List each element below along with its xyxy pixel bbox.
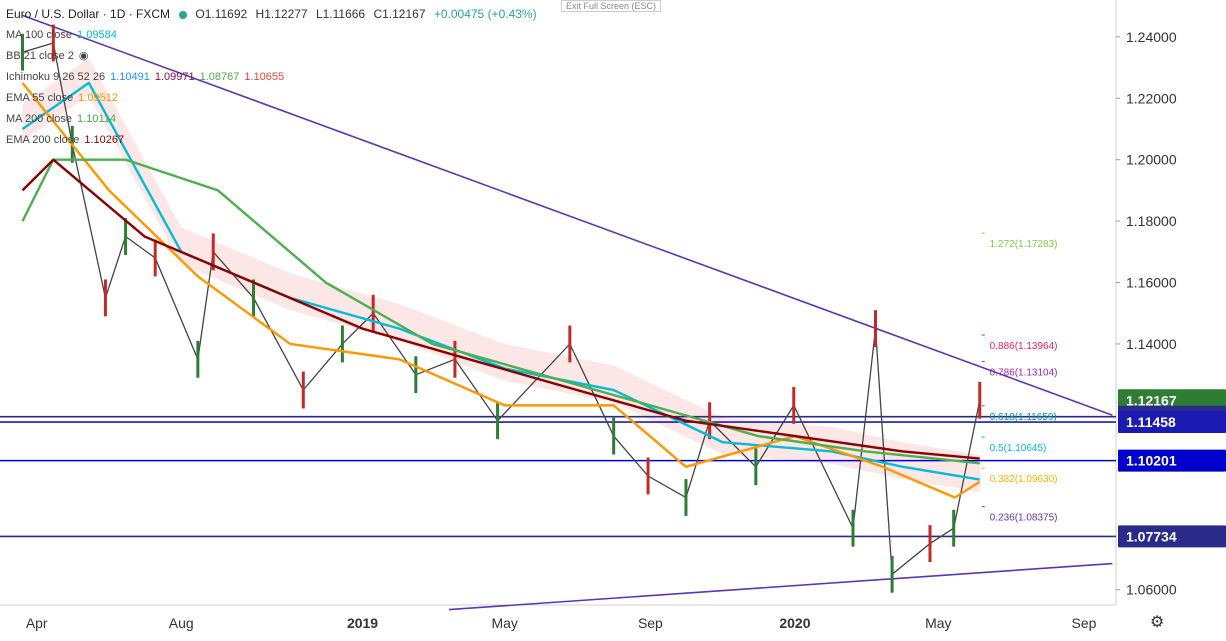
y-tick-label: 1.06000: [1126, 582, 1177, 598]
moving-average-line: [21, 158, 980, 465]
x-tick-label: Apr: [26, 615, 48, 631]
level-price-badge-bg: [1118, 525, 1226, 548]
moving-average-line: [21, 158, 980, 460]
lower-trendline: [448, 562, 1113, 611]
level-price-badge-bg: [1118, 449, 1226, 472]
x-tick-label: 2020: [779, 615, 810, 631]
indicator-value: 1.10267: [84, 134, 125, 146]
indicator-label: BB 21 close 2: [6, 50, 74, 62]
eye-hidden-icon[interactable]: ◉: [78, 50, 89, 62]
y-tick-label: 1.16000: [1126, 275, 1177, 291]
indicator-row[interactable]: EMA 200 close 1.10267: [6, 130, 542, 151]
indicator-label: EMA 200 close: [6, 134, 80, 146]
fib-label: 0.886(1.13964): [990, 341, 1058, 352]
low-value: L1.11666: [315, 7, 366, 21]
x-tick-label: May: [491, 615, 517, 631]
level-price-badge: 1.11458: [1126, 414, 1176, 430]
upper-trendline: [22, 14, 1113, 416]
y-tick-label: 1.20000: [1126, 152, 1177, 168]
x-tick-label: Sep: [1072, 615, 1097, 631]
indicator-value: 1.09512: [78, 92, 119, 104]
indicator-value: 1.08767: [199, 71, 240, 83]
indicator-row[interactable]: EMA 55 close 1.09512: [6, 88, 542, 109]
indicator-value: 1.10491: [110, 71, 150, 83]
symbol-name: Euro / U.S. Dollar · 1D · FXCM: [6, 7, 171, 21]
x-tick-label: Sep: [638, 615, 663, 631]
indicator-label: Ichimoku 9 26 52 26: [6, 71, 106, 83]
x-tick-label: Aug: [169, 615, 194, 631]
indicator-label: MA 100 close: [6, 29, 73, 41]
level-price-badge: 1.07734: [1126, 528, 1177, 544]
moving-average-line: [21, 82, 981, 499]
indicator-value: 1.09584: [77, 29, 117, 41]
indicator-row[interactable]: Ichimoku 9 26 52 26 1.10491 1.09971 1.08767…: [6, 67, 542, 88]
change-value: +0.00475 (+0.43%): [433, 7, 537, 21]
exit-fullscreen-button[interactable]: Exit Full Screen (ESC): [561, 0, 662, 12]
fib-label: 0.236(1.08375): [990, 513, 1058, 524]
high-value: H1.12277: [255, 7, 308, 21]
open-value: O1.11692: [195, 7, 248, 21]
indicator-row[interactable]: MA 200 close 1.10114: [6, 109, 542, 130]
fib-label: 0.5(1.10645): [990, 443, 1047, 454]
fib-label: 0.618(1.11659): [990, 412, 1057, 423]
y-tick-label: 1.24000: [1126, 29, 1177, 45]
indicator-value: 1.09971: [154, 71, 195, 83]
price-series-line: [22, 42, 981, 576]
x-tick-label: May: [925, 615, 951, 631]
market-status-icon: [179, 10, 188, 19]
settings-gear-icon[interactable]: ⚙: [1150, 614, 1165, 631]
current-price-badge: 1.12167: [1126, 392, 1177, 408]
indicator-label: MA 200 close: [6, 113, 73, 125]
symbol-header: Euro / U.S. Dollar · 1D · FXCM O1.11692 …: [6, 4, 542, 25]
y-tick-label: 1.18000: [1126, 213, 1177, 229]
fib-label: 1.272(1.17283): [990, 239, 1058, 250]
indicator-row[interactable]: BB 21 close 2 ◉: [6, 46, 542, 67]
level-price-badge-bg: [1118, 411, 1226, 434]
indicator-value: 1.10114: [77, 113, 116, 125]
fib-label: 0.786(1.13104): [990, 367, 1058, 378]
y-tick-label: 1.14000: [1126, 336, 1177, 352]
indicator-row[interactable]: MA 100 close 1.09584: [6, 25, 542, 46]
x-tick-label: 2019: [347, 615, 378, 631]
level-price-badge: 1.10201: [1126, 453, 1177, 469]
fib-label: 0.382(1.09630): [990, 474, 1058, 485]
indicator-value: 1.10655: [244, 71, 285, 83]
legend: Euro / U.S. Dollar · 1D · FXCM O1.11692 …: [6, 4, 542, 151]
close-value: C1.12167: [373, 7, 426, 21]
y-tick-label: 1.22000: [1126, 90, 1177, 106]
indicator-label: EMA 55 close: [6, 92, 74, 104]
